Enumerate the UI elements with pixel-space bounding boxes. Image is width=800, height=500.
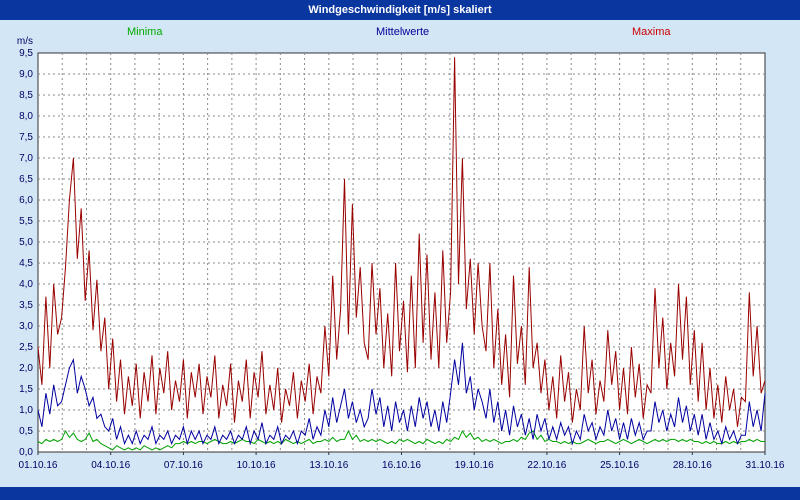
legend-mittelwerte: Mittelwerte <box>376 26 430 38</box>
y-tick-label: 2,5 <box>19 342 33 353</box>
series-maxima-line <box>37 57 766 427</box>
x-tick-label: 25.10.16 <box>600 460 639 471</box>
y-tick-label: 5,0 <box>19 237 33 248</box>
y-tick-label: 2,0 <box>19 363 33 374</box>
y-tick-label: 3,5 <box>19 300 33 311</box>
y-tick-label: 8,0 <box>19 111 33 122</box>
x-tick-label: 22.10.16 <box>527 460 566 471</box>
y-tick-label: 9,5 <box>19 48 33 59</box>
y-tick-label: 7,5 <box>19 132 33 143</box>
y-tick-label: 0,0 <box>19 447 33 458</box>
x-tick-label: 04.10.16 <box>91 460 130 471</box>
y-tick-label: 0,5 <box>19 426 33 437</box>
y-tick-label: 7,0 <box>19 153 33 164</box>
x-tick-label: 07.10.16 <box>164 460 203 471</box>
x-tick-label: 10.10.16 <box>237 460 276 471</box>
y-tick-label: 1,5 <box>19 384 33 395</box>
y-tick-label: 1,0 <box>19 405 33 416</box>
chart-title: Windgeschwindigkeit [m/s] skaliert <box>308 4 492 16</box>
y-tick-label: 5,5 <box>19 216 33 227</box>
title-bar: Windgeschwindigkeit [m/s] skaliert <box>0 0 800 20</box>
y-tick-label: 9,0 <box>19 69 33 80</box>
x-tick-label: 28.10.16 <box>673 460 712 471</box>
y-tick-label: 4,5 <box>19 258 33 269</box>
x-tick-label: 01.10.16 <box>19 460 58 471</box>
y-tick-label: 8,5 <box>19 90 33 101</box>
series-minima-line <box>37 429 765 451</box>
x-tick-label: 19.10.16 <box>455 460 494 471</box>
y-tick-label: 4,0 <box>19 279 33 290</box>
y-axis-unit-label: m/s <box>17 36 33 47</box>
y-tick-label: 6,5 <box>19 174 33 185</box>
series-mittelwerte-line <box>37 342 766 446</box>
legend-minima: Minima <box>127 26 163 38</box>
y-tick-label: 6,0 <box>19 195 33 206</box>
x-tick-label: 13.10.16 <box>309 460 348 471</box>
legend-maxima: Maxima <box>632 26 671 38</box>
x-tick-label: 16.10.16 <box>382 460 421 471</box>
x-tick-label: 31.10.16 <box>746 460 785 471</box>
y-tick-label: 3,0 <box>19 321 33 332</box>
bottom-bar <box>0 487 800 500</box>
